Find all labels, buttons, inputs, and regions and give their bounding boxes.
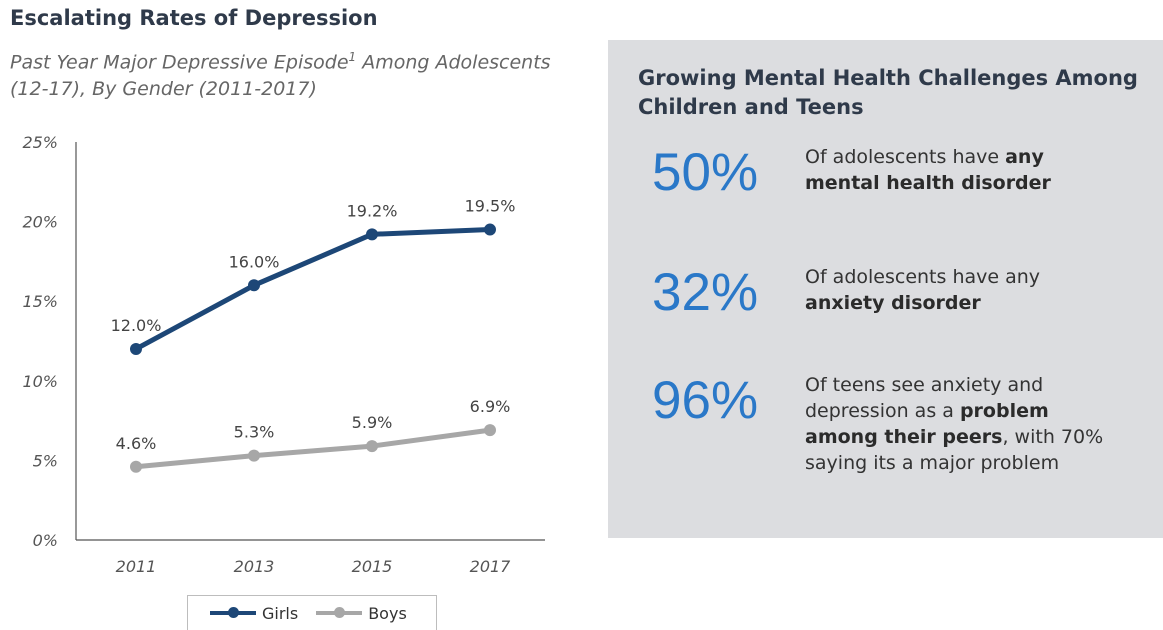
- data-label-boys: 5.9%: [352, 413, 393, 432]
- x-tick-label: 2011: [116, 557, 157, 576]
- chart-legend: Girls Boys: [187, 595, 437, 630]
- y-tick-label: 10%: [22, 372, 58, 391]
- footnote-marker: 1: [348, 50, 357, 64]
- x-tick-label: 2013: [234, 557, 275, 576]
- chart-title: Escalating Rates of Depression: [10, 6, 378, 30]
- data-point-girls: [366, 228, 378, 241]
- series-line-boys: [133, 427, 493, 470]
- data-point-boys: [248, 449, 260, 462]
- stat-text: Of adolescents have any: [805, 266, 1041, 288]
- stat-emphasis: any mental health disorder: [805, 146, 1051, 194]
- stat-description: Of adolescents have any anxiety disorder: [805, 264, 1105, 316]
- data-label-girls: 16.0%: [229, 252, 280, 271]
- data-label-girls: 19.5%: [465, 197, 516, 216]
- y-tick-label: 25%: [22, 133, 58, 152]
- chart-subtitle: Past Year Major Depressive Episode1 Amon…: [10, 44, 570, 103]
- stat-description: Of teens see anxiety and depression as a…: [805, 372, 1105, 476]
- line-chart: 0% 5% 10% 15% 20% 25% 2011 2013 2015 2017 12.0% 16.…: [22, 133, 545, 576]
- series-line-girls: [133, 227, 493, 352]
- data-point-boys: [130, 460, 142, 473]
- data-label-boys: 6.9%: [470, 397, 511, 416]
- y-tick-label: 0%: [33, 531, 58, 550]
- stat-percentage: 96%: [652, 371, 759, 430]
- data-label-boys: 4.6%: [116, 434, 157, 453]
- legend-item-girls: Girls: [210, 604, 298, 623]
- data-label-girls: 19.2%: [347, 201, 398, 220]
- data-point-boys: [484, 424, 496, 437]
- data-point-boys: [366, 440, 378, 453]
- panel-heading: Growing Mental Health Challenges Among C…: [638, 66, 1138, 119]
- data-point-girls: [484, 223, 496, 236]
- legend-swatch-boys: [316, 607, 363, 618]
- subtitle-text-b: Among Adolescents (12-17), By Gender (20…: [10, 51, 551, 101]
- stat-text-tail: , with 70% saying its a major problem: [805, 426, 1104, 474]
- x-tick-label: 2017: [470, 557, 512, 576]
- legend-label-boys: Boys: [368, 603, 407, 623]
- data-point-girls: [248, 279, 260, 292]
- stat-description: Of adolescents have any mental health di…: [805, 144, 1105, 196]
- y-tick-label: 15%: [22, 292, 58, 311]
- legend-label-girls: Girls: [262, 603, 299, 623]
- stat-text: Of teens see anxiety and depression as a: [805, 374, 1044, 422]
- x-tick-label: 2015: [352, 557, 393, 576]
- y-tick-label: 20%: [22, 213, 58, 232]
- stat-percentage: 32%: [652, 263, 759, 322]
- data-point-girls: [130, 342, 142, 355]
- info-panel: Growing Mental Health Challenges Among C…: [608, 40, 1163, 538]
- stat-emphasis: anxiety disorder: [805, 292, 981, 314]
- subtitle-text-a: Past Year Major Depressive Episode: [10, 51, 349, 74]
- stat-text: Of adolescents have: [805, 146, 1006, 168]
- legend-swatch-girls: [210, 607, 256, 618]
- data-label-boys: 5.3%: [234, 423, 275, 442]
- stat-emphasis: problem among their peers: [805, 400, 1049, 448]
- stat-percentage: 50%: [652, 143, 759, 202]
- y-tick-label: 5%: [33, 451, 58, 470]
- data-label-girls: 12.0%: [111, 316, 162, 335]
- legend-item-boys: Boys: [316, 604, 407, 623]
